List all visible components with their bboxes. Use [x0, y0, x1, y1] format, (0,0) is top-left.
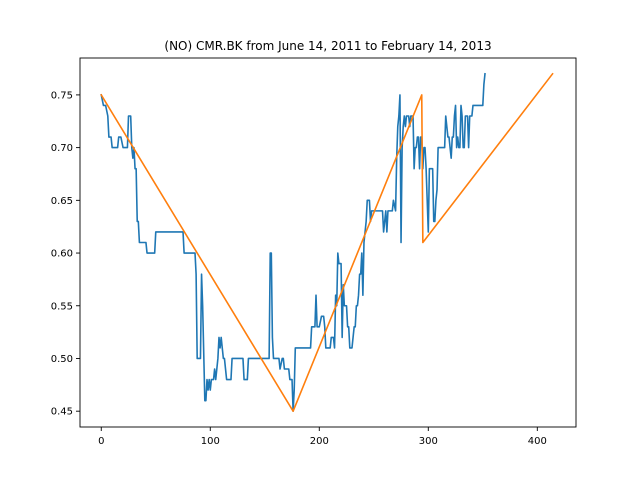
y-tick-label: 0.50 [51, 354, 73, 365]
plot-frame [79, 57, 577, 428]
x-tick-label: 400 [528, 436, 547, 447]
y-tick-label: 0.75 [51, 90, 73, 101]
x-tick-label: 100 [201, 436, 220, 447]
y-tick-label: 0.60 [51, 249, 73, 260]
y-tick-label: 0.55 [51, 301, 73, 312]
y-tick-label: 0.70 [51, 143, 73, 154]
x-tick-label: 0 [98, 436, 104, 447]
series-layer [100, 72, 554, 412]
x-tick-label: 200 [310, 436, 329, 447]
chart-title: (NO) CMR.BK from June 14, 2011 to Februa… [164, 39, 491, 53]
series-line-1 [100, 72, 486, 412]
series-line-2 [100, 72, 554, 412]
x-tick-label: 300 [419, 436, 438, 447]
y-tick-label: 0.45 [51, 407, 73, 418]
axes-layer: 0 100 200 300 400 0.45 0.50 0.55 0.60 0.65 0.70 0.7… [51, 57, 577, 447]
y-tick-label: 0.65 [51, 196, 73, 207]
